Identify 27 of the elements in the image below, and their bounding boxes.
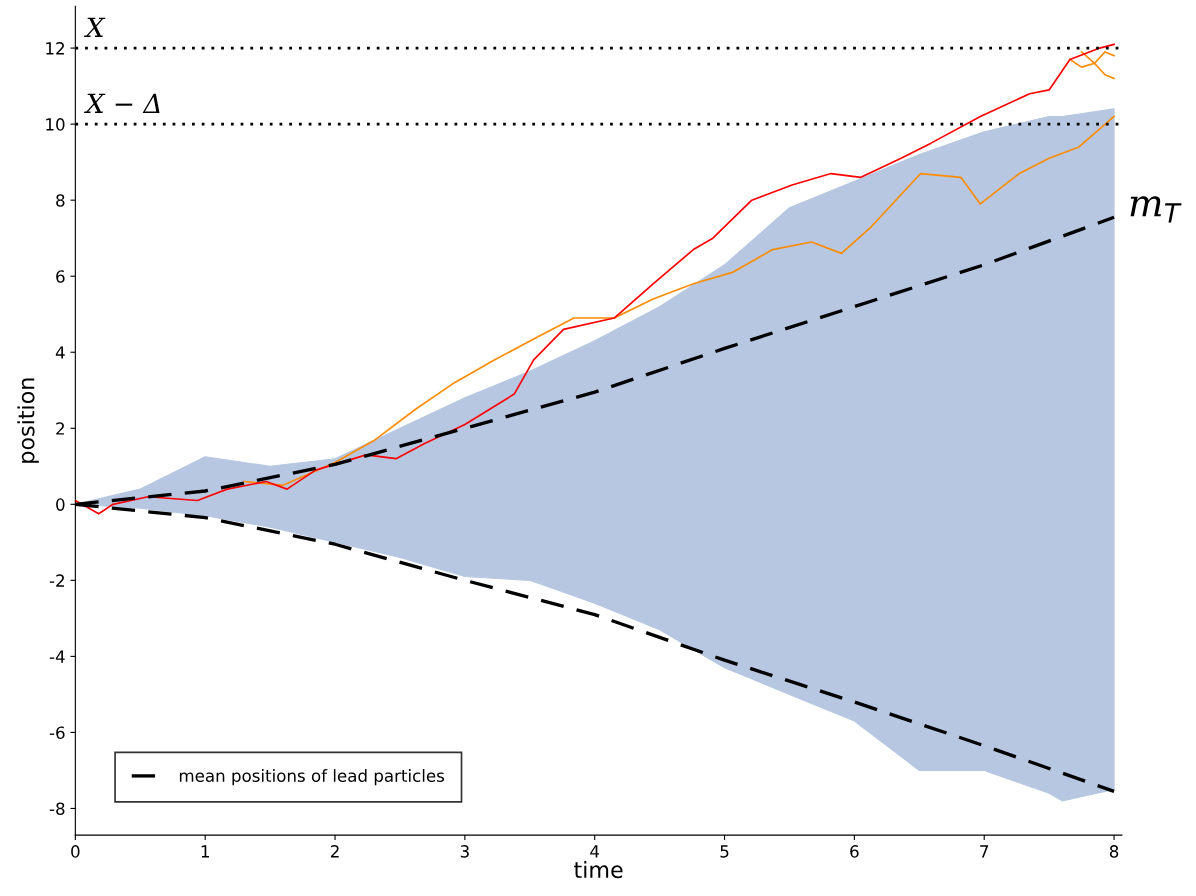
ref-line-label: X − Δ — [84, 93, 160, 113]
y-tick-label: 10 — [46, 118, 65, 131]
x-tick-label: 2 — [330, 845, 339, 858]
x-tick-label: 4 — [590, 845, 600, 858]
y-tick-label: -6 — [49, 726, 65, 739]
x-axis-title: time — [574, 860, 623, 879]
y-tick-label: 0 — [56, 498, 65, 511]
x-tick-label: 7 — [980, 845, 989, 858]
y-tick-label: 4 — [55, 346, 65, 359]
y-axis-title: position — [17, 378, 39, 463]
annotation: m$_{T}$ — [1130, 196, 1182, 223]
x-tick-label: 8 — [1109, 845, 1119, 858]
legend-label: mean positions of lead particles — [179, 769, 445, 786]
x-tick-label: 0 — [71, 845, 80, 858]
x-tick-label: 5 — [720, 845, 729, 858]
y-tick-label: 12 — [46, 42, 64, 55]
ref-line-label: X — [84, 17, 106, 37]
y-tick-label: 6 — [56, 270, 65, 283]
line-series — [243, 115, 1115, 487]
y-tick-label: -8 — [49, 802, 65, 816]
y-tick-label: 8 — [56, 194, 65, 207]
y-tick-label: -2 — [49, 574, 64, 587]
x-tick-label: 6 — [850, 845, 859, 858]
y-tick-label: 2 — [56, 422, 64, 435]
x-tick-label: 1 — [201, 845, 209, 858]
x-tick-label: 3 — [460, 845, 469, 858]
y-tick-label: -4 — [49, 650, 65, 663]
